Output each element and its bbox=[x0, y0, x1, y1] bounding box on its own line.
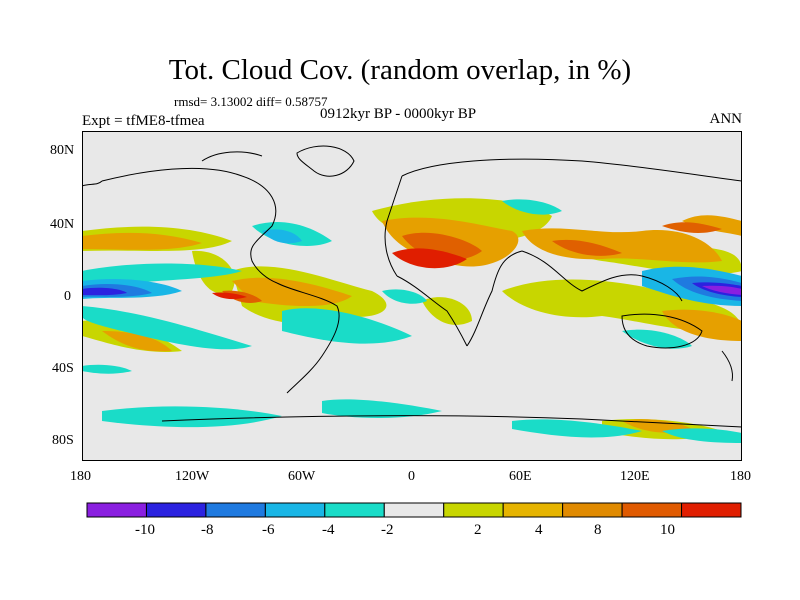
colorbar bbox=[86, 502, 742, 518]
colorbar-box bbox=[562, 502, 623, 518]
colorbar-label-minus10: -10 bbox=[135, 522, 155, 538]
anomaly-layer-above-10 bbox=[212, 248, 467, 300]
lat-tick-80n: 80N bbox=[50, 143, 75, 158]
stats-text: rmsd= 3.13002 diff= 0.58757 bbox=[174, 94, 328, 109]
lon-tick-180w: 180 bbox=[70, 469, 91, 484]
colorbar-label-4: 4 bbox=[535, 522, 543, 538]
colorbar-box bbox=[681, 502, 742, 518]
lat-tick-40s: 40S bbox=[52, 361, 74, 376]
colorbar-box bbox=[324, 502, 385, 518]
lat-tick-40n: 40N bbox=[50, 217, 75, 232]
lon-tick-120w: 120W bbox=[175, 469, 210, 484]
colorbar-label-10: 10 bbox=[660, 522, 675, 538]
colorbar-label-8: 8 bbox=[594, 522, 602, 538]
lon-tick-120e: 120E bbox=[620, 469, 650, 484]
colorbar-box bbox=[264, 502, 326, 518]
lat-tick-80s: 80S bbox=[52, 433, 74, 448]
colorbar-box bbox=[86, 502, 147, 518]
colorbar-label-minus4: -4 bbox=[322, 522, 335, 538]
colorbar-box bbox=[145, 502, 207, 518]
colorbar-box bbox=[443, 502, 504, 518]
colorbar-box bbox=[502, 502, 564, 518]
map-frame bbox=[82, 131, 742, 461]
period-label: 0912kyr BP - 0000kyr BP bbox=[320, 106, 477, 122]
colorbar-box bbox=[383, 502, 445, 518]
colorbar-label-2: 2 bbox=[474, 522, 482, 538]
lon-tick-180e: 180 bbox=[730, 469, 751, 484]
lat-tick-eq: 0 bbox=[64, 289, 71, 304]
lon-tick-0: 0 bbox=[408, 469, 415, 484]
colorbar-label-minus2: -2 bbox=[381, 522, 394, 538]
page-title: Tot. Cloud Cov. (random overlap, in %) bbox=[168, 54, 632, 86]
experiment-label: Expt = tfME8-tfmea bbox=[82, 113, 205, 129]
anomaly-layer-below-10 bbox=[702, 285, 742, 295]
lon-tick-60e: 60E bbox=[509, 469, 532, 484]
cloud-anomaly-map bbox=[82, 131, 742, 461]
season-label: ANN bbox=[709, 111, 743, 127]
colorbar-box bbox=[621, 502, 683, 518]
colorbar-label-minus6: -6 bbox=[262, 522, 275, 538]
lon-tick-60w: 60W bbox=[288, 469, 316, 484]
colorbar-label-minus8: -8 bbox=[201, 522, 214, 538]
anomaly-layer-minus-2-4 bbox=[82, 199, 742, 443]
colorbar-box bbox=[205, 502, 266, 518]
coastlines bbox=[82, 145, 742, 428]
